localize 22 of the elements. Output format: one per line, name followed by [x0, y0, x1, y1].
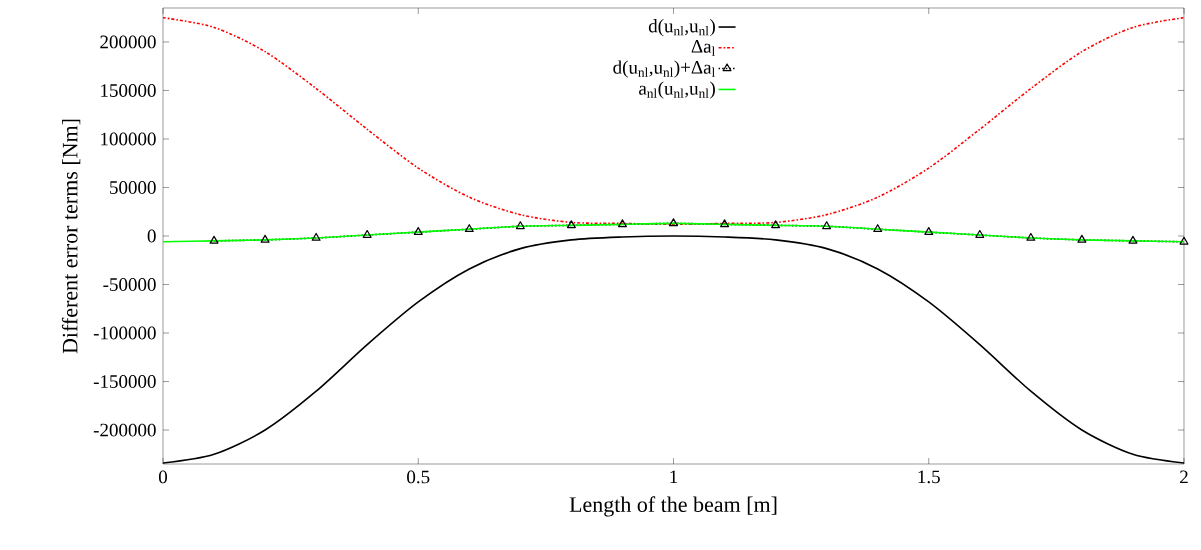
x-tick-label: 1 [670, 470, 678, 484]
line-series [163, 222, 1184, 243]
y-tick-label: -200000 [93, 423, 156, 437]
line-series [163, 16, 1184, 226]
y-tick-label: 0 [147, 229, 156, 243]
y-tick-label: 50000 [110, 181, 156, 194]
x-tick-label: 1.5 [918, 470, 940, 484]
legend-label: d(u$_{nl}$,u$_{nl}$)+Δa$_{l}$ [613, 60, 715, 78]
x-tick-label: 0.5 [407, 470, 430, 484]
legend-label: a$_{nl}$(u$_{nl}$,u$_{nl}$) [639, 81, 715, 99]
y-tick-label: -100000 [93, 326, 156, 340]
x-tick-label: 0 [158, 470, 168, 484]
legend-label: Δa$_{l}$ [691, 40, 715, 56]
y-tick-label: 200000 [100, 35, 156, 49]
y-tick-label: 100000 [101, 132, 156, 146]
x-tick-label: 2 [1180, 470, 1188, 484]
x-axis-title: Length of the beam [m] [569, 496, 777, 517]
legend-label: d(u$_{nl}$,u$_{nl}$) [648, 19, 715, 37]
y-tick-label: -50000 [103, 278, 156, 291]
y-axis-title: Different error terms [Nm] [61, 119, 81, 354]
y-tick-label: 150000 [101, 84, 156, 97]
y-tick-label: -150000 [93, 375, 156, 388]
